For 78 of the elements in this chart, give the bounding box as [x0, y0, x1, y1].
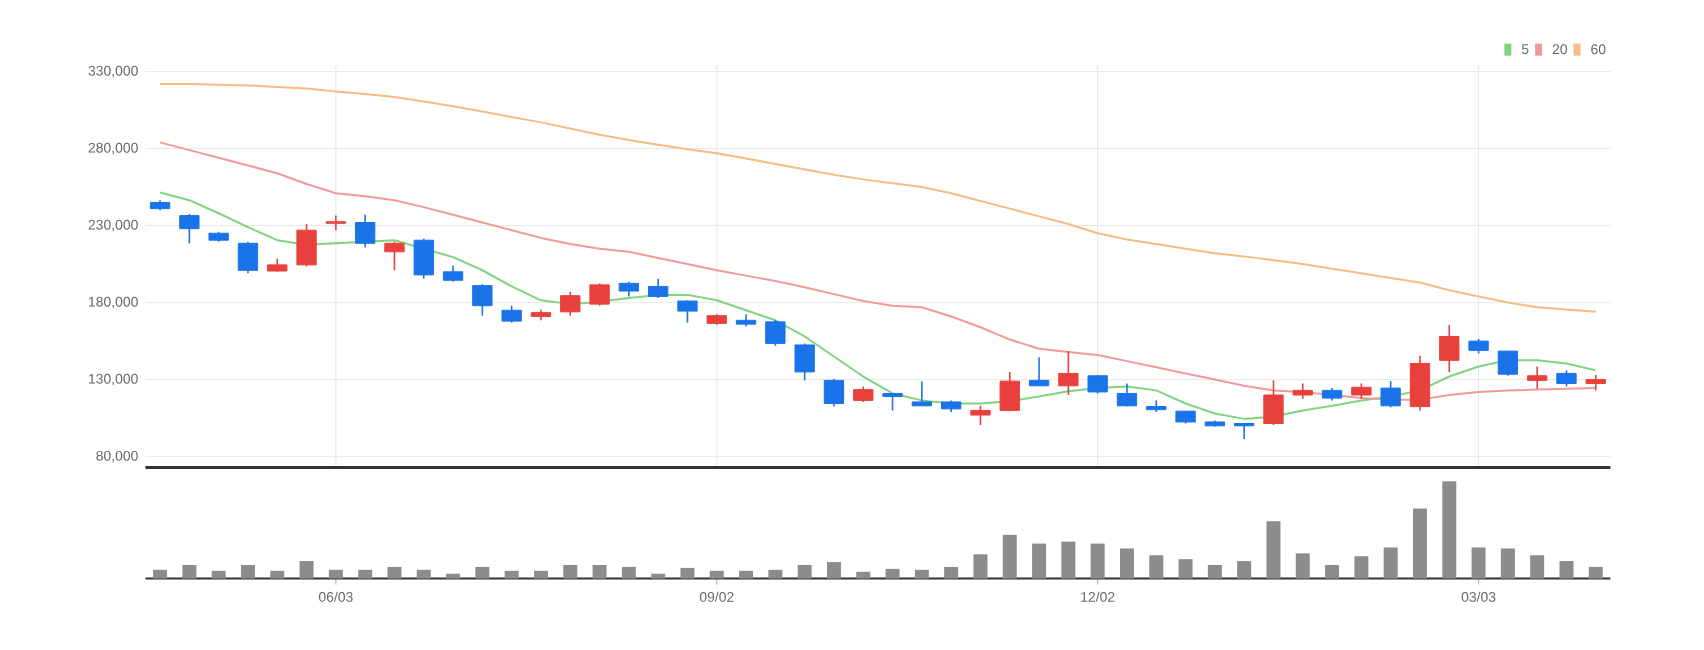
bar	[856, 571, 871, 579]
bar	[1119, 548, 1134, 579]
candlestick	[794, 342, 815, 382]
bar	[299, 561, 314, 579]
bar	[621, 566, 636, 579]
bar	[1500, 548, 1515, 579]
bar	[1530, 555, 1545, 579]
bar	[182, 564, 197, 579]
bar	[1002, 534, 1017, 579]
bar	[1207, 564, 1222, 579]
candlestick	[647, 277, 669, 299]
candlestick	[823, 378, 845, 408]
bar	[1383, 547, 1398, 579]
bar	[153, 569, 168, 579]
bar	[446, 573, 461, 579]
bar	[1266, 521, 1281, 579]
candlestick	[1263, 379, 1284, 426]
candlestick	[237, 240, 259, 275]
bar	[1354, 556, 1369, 579]
candlestick	[1409, 354, 1431, 412]
candlestick	[1439, 324, 1460, 373]
bar	[1295, 553, 1310, 579]
bar	[533, 570, 548, 579]
candlestick	[560, 291, 581, 317]
candlestick	[1234, 422, 1255, 440]
candlestick	[472, 283, 493, 317]
bar	[885, 568, 900, 579]
candlestick	[911, 380, 933, 407]
candlestick	[354, 214, 376, 248]
candlestick	[325, 214, 347, 231]
bar	[768, 569, 783, 579]
bar	[797, 564, 812, 579]
bar	[973, 554, 988, 579]
bar	[1442, 481, 1457, 579]
bar	[504, 570, 519, 579]
candlestick	[1058, 350, 1079, 396]
bar	[358, 569, 373, 579]
bar	[270, 570, 285, 579]
bar	[1471, 547, 1486, 579]
bar	[240, 564, 255, 579]
candlestick	[1527, 365, 1548, 390]
candlestick	[999, 371, 1020, 412]
candlestick	[1116, 382, 1138, 408]
candlestick	[413, 237, 434, 280]
bar	[944, 566, 959, 579]
bar	[1178, 559, 1193, 579]
bar	[387, 566, 402, 579]
bar	[211, 570, 226, 579]
bar	[1325, 564, 1340, 579]
bar	[1090, 543, 1105, 579]
bar	[1412, 508, 1427, 579]
bar	[651, 573, 666, 579]
candlestick	[589, 282, 610, 307]
bar	[680, 567, 695, 579]
bar	[709, 570, 724, 579]
bar	[592, 564, 607, 579]
candlestick	[384, 240, 405, 272]
candlestick	[1497, 350, 1519, 377]
candlestick	[677, 299, 698, 324]
bar	[914, 569, 929, 579]
candlestick	[296, 223, 317, 268]
bar	[1559, 561, 1574, 579]
bar	[1588, 566, 1603, 579]
bar	[739, 570, 754, 579]
candlestick	[1028, 356, 1050, 387]
bar	[1032, 543, 1047, 579]
bar	[1061, 541, 1076, 579]
bar	[563, 564, 578, 579]
bar	[475, 566, 490, 579]
candlestick	[765, 319, 786, 347]
bar	[1149, 555, 1164, 579]
bar	[416, 569, 431, 579]
candlestick	[179, 213, 200, 245]
bar	[826, 562, 841, 579]
bar	[328, 569, 343, 579]
bar	[1237, 561, 1252, 579]
candlestick	[970, 404, 991, 426]
candlestick	[1380, 380, 1401, 409]
